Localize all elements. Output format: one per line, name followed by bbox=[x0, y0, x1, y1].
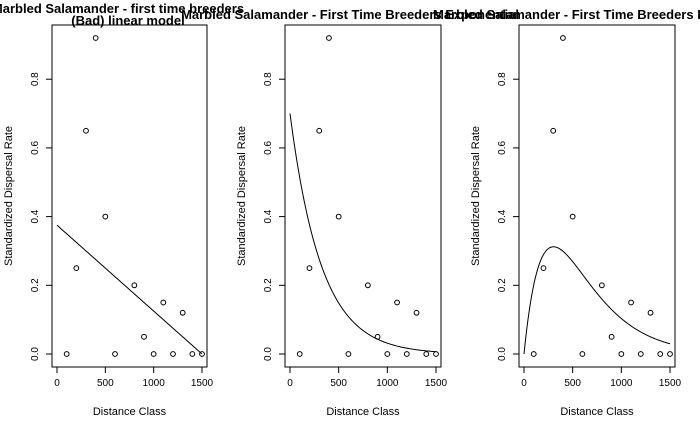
data-point bbox=[403, 351, 410, 357]
data-point bbox=[637, 351, 644, 357]
data-point bbox=[608, 333, 615, 340]
data-point bbox=[306, 265, 313, 272]
data-point bbox=[316, 127, 323, 134]
data-point bbox=[364, 282, 371, 289]
x-tick-label: 0 bbox=[521, 378, 527, 389]
data-point bbox=[92, 35, 99, 41]
data-point bbox=[179, 309, 186, 316]
chart-title: Marbled Salamander - First Time Breeders… bbox=[181, 7, 519, 22]
y-tick-label: 0.6 bbox=[30, 141, 41, 155]
data-point bbox=[598, 282, 605, 289]
chart-panel-3: 0 500 1000 1500 0.0 0.2 0.4 0.6 0.8 Distance Clas… bbox=[470, 24, 682, 418]
x-tick-label: 1500 bbox=[191, 378, 214, 389]
y-tick-label: 0.2 bbox=[30, 278, 41, 292]
chart-panel-2: 0 500 1000 1500 0.0 0.2 0.4 0.6 0.8 Distance Clas… bbox=[236, 24, 448, 418]
y-tick-label: 0.8 bbox=[263, 72, 274, 86]
chart-title: Marbled Salamander - first time breeders bbox=[0, 1, 244, 16]
data-point bbox=[384, 351, 391, 357]
fit-curve-ricker bbox=[523, 246, 671, 355]
data-point bbox=[628, 299, 634, 306]
data-point bbox=[423, 351, 430, 357]
data-point bbox=[141, 333, 147, 340]
x-tick-label: 1500 bbox=[659, 378, 682, 389]
data-point bbox=[618, 351, 625, 357]
data-point bbox=[667, 351, 673, 357]
data-point bbox=[394, 299, 400, 306]
data-point bbox=[170, 351, 176, 357]
data-point bbox=[199, 351, 205, 357]
y-axis-label: Standardized Dispersal Rate bbox=[3, 126, 15, 266]
data-point bbox=[569, 213, 576, 220]
data-point bbox=[83, 127, 89, 134]
x-tick-label: 0 bbox=[54, 378, 60, 389]
data-point bbox=[530, 351, 537, 357]
data-point bbox=[131, 282, 138, 289]
x-axis-label: Distance Class bbox=[326, 406, 400, 418]
x-axis-label: Distance Class bbox=[93, 406, 167, 418]
y-tick-label: 0.2 bbox=[497, 278, 508, 292]
data-point bbox=[112, 351, 118, 357]
y-tick-label: 0.8 bbox=[497, 72, 508, 86]
x-tick-label: 0 bbox=[287, 378, 293, 389]
data-point bbox=[413, 309, 420, 316]
chart-title: Marbled Salamander - First Time Breeders… bbox=[433, 7, 700, 22]
data-point bbox=[550, 127, 557, 134]
x-tick-label: 1000 bbox=[610, 378, 633, 389]
chart-panel-1: 0 500 1000 1500 0.0 0.2 0.4 0.6 0.8 Distance Clas… bbox=[3, 24, 214, 418]
x-tick-label: 500 bbox=[564, 378, 581, 389]
data-point bbox=[296, 351, 303, 357]
x-tick-label: 1000 bbox=[376, 378, 399, 389]
data-point bbox=[540, 265, 547, 272]
x-tick-label: 500 bbox=[330, 378, 347, 389]
data-point bbox=[345, 351, 352, 357]
data-point bbox=[102, 213, 109, 220]
y-tick-label: 0.0 bbox=[30, 347, 41, 361]
data-point bbox=[63, 351, 70, 357]
x-axis-label: Distance Class bbox=[560, 406, 634, 418]
y-tick-label: 0.6 bbox=[263, 141, 274, 155]
plot-frame bbox=[51, 24, 208, 368]
y-tick-label: 0.8 bbox=[30, 72, 41, 86]
x-tick-label: 1500 bbox=[425, 378, 448, 389]
data-point bbox=[647, 309, 654, 316]
data-point bbox=[160, 299, 167, 306]
data-point bbox=[433, 351, 439, 357]
data-point bbox=[326, 35, 332, 41]
y-tick-label: 0.0 bbox=[263, 347, 274, 361]
data-point bbox=[579, 351, 586, 357]
y-tick-label: 0.6 bbox=[497, 141, 508, 155]
y-axis-label: Standardized Dispersal Rate bbox=[236, 126, 248, 266]
data-point bbox=[657, 351, 664, 357]
chart-subtitle: (Bad) linear model bbox=[71, 13, 184, 28]
fit-curve-linear bbox=[56, 224, 203, 355]
y-tick-label: 0.4 bbox=[263, 209, 274, 223]
x-tick-label: 500 bbox=[97, 378, 114, 389]
fit-curve-exponential bbox=[289, 113, 437, 353]
plot-frame bbox=[518, 24, 676, 368]
plot-frame bbox=[284, 24, 442, 368]
data-point bbox=[335, 213, 342, 220]
y-tick-label: 0.0 bbox=[497, 347, 508, 361]
x-tick-label: 1000 bbox=[143, 378, 166, 389]
data-point bbox=[189, 351, 196, 357]
y-tick-label: 0.2 bbox=[263, 278, 274, 292]
y-tick-label: 0.4 bbox=[497, 209, 508, 223]
data-point bbox=[560, 35, 566, 41]
y-tick-label: 0.4 bbox=[30, 209, 41, 223]
data-point bbox=[150, 351, 157, 357]
y-axis-label: Standardized Dispersal Rate bbox=[470, 126, 482, 266]
data-point bbox=[73, 265, 80, 272]
